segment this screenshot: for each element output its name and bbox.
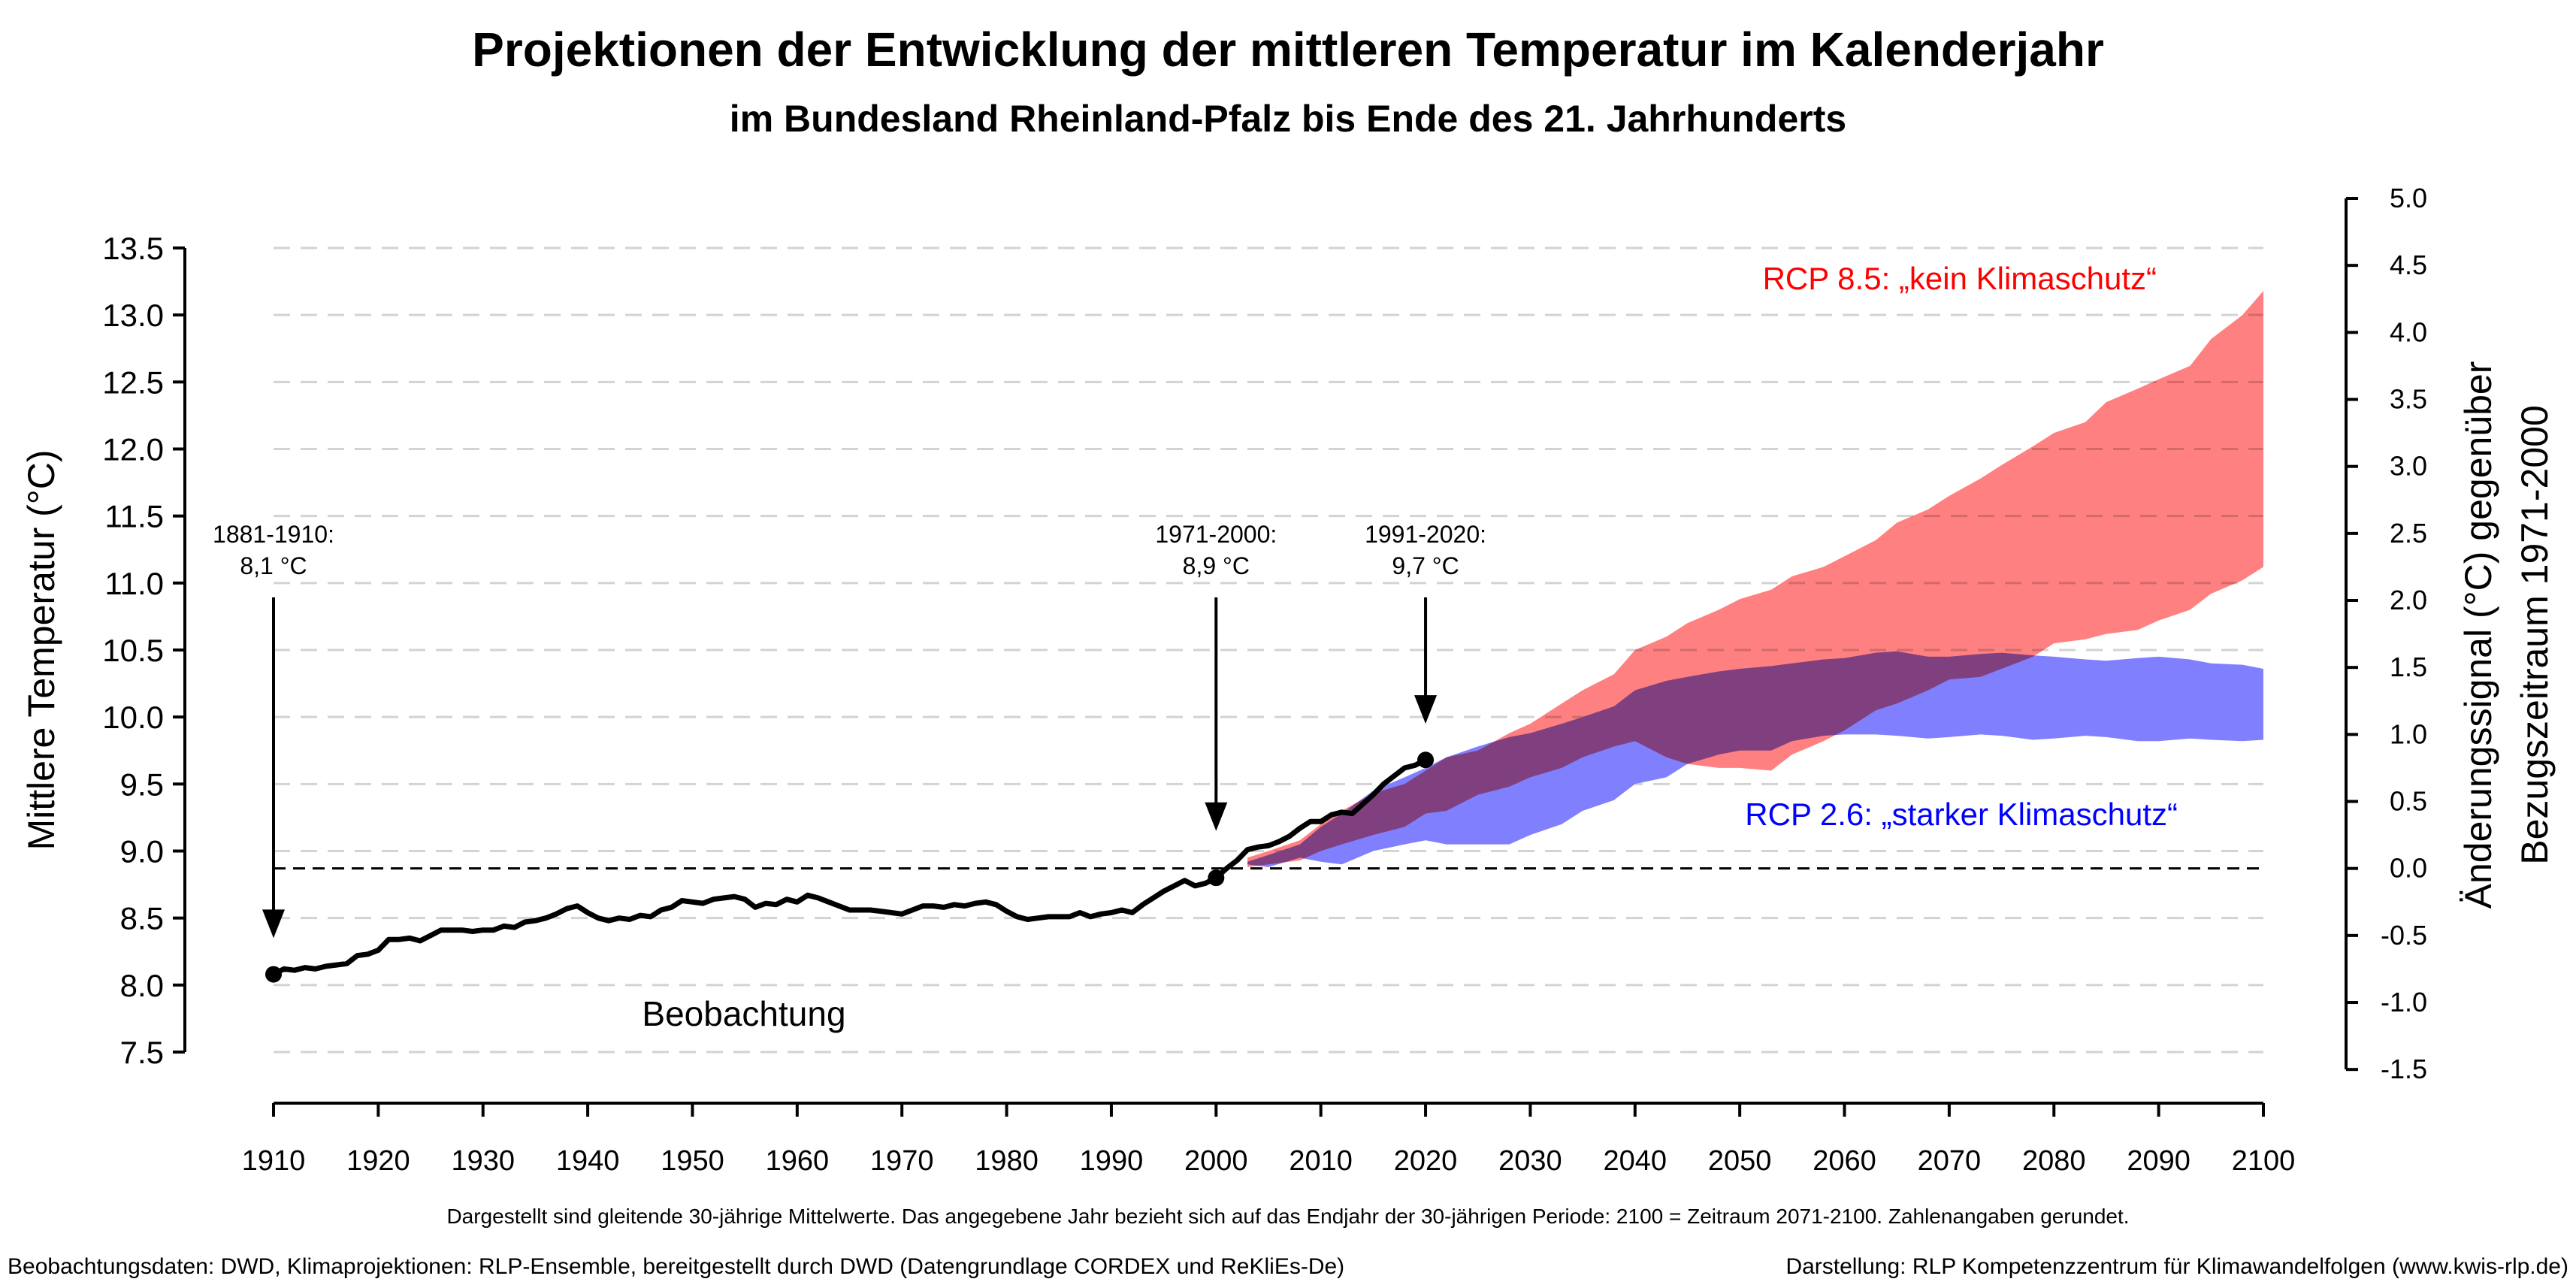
observation-series [265,751,1435,983]
y-tick-label-right: -1.5 [2381,1054,2427,1084]
annotation-period: 1881-1910: [213,521,334,548]
y-tick-label-right: 1.5 [2390,652,2427,682]
source-left: Beobachtungsdaten: DWD, Klimaprojektione… [8,1254,1344,1279]
x-tick-label: 1970 [870,1145,934,1177]
x-tick-label: 2010 [1289,1145,1353,1177]
annotation-period: 1991-2020: [1365,521,1486,548]
x-tick-label: 1980 [975,1145,1039,1177]
y-tick-label-left: 13.5 [102,231,164,266]
x-tick-label: 1990 [1080,1145,1144,1177]
y-axis-right-label-line1: Änderungssignal (°C) gegenüber [2457,361,2499,909]
y-tick-label-left: 9.5 [120,766,164,802]
y-tick-label-left: 9.0 [120,834,164,869]
x-tick-label: 1920 [346,1145,410,1177]
annotations: 1881-1910: 8,1 °C 1971-2000: 8,9 °C 1991-202… [213,521,1486,939]
x-tick-label: 2030 [1498,1145,1562,1177]
x-tick-label: 1950 [661,1145,724,1177]
x-tick-label: 1960 [766,1145,830,1177]
observation-line [272,757,1427,977]
axes: 7.5 8.0 8.5 9.0 9.5 10.0 10.5 11.0 11.5 12.0 12.5 1… [102,183,2427,1177]
chart-subtitle: im Bundesland Rheinland-Pfalz bis Ende d… [730,98,1846,140]
y-tick-label-right: 2.0 [2390,585,2427,615]
x-tick-label: 2000 [1184,1145,1248,1177]
x-tick-label: 2070 [1918,1145,1982,1177]
y-tick-label-right: 3.0 [2390,451,2427,482]
y-tick-label-left: 13.0 [102,298,164,333]
chart-title: Projektionen der Entwicklung der mittler… [472,23,2104,77]
y-tick-label-right: 0.0 [2390,853,2427,884]
footnote: Dargestellt sind gleitende 30-jährige Mi… [446,1205,2129,1228]
label-observation: Beobachtung [642,994,845,1033]
projection-bands [1247,291,2263,867]
y-tick-label-right: 4.5 [2390,249,2427,280]
observation-point-2000 [1208,869,1225,887]
annotation-arrow-head [1205,802,1228,831]
y-axis-right-label-line2: Bezugszeitraum 1971-2000 [2514,405,2556,865]
x-tick-label: 2050 [1708,1145,1772,1177]
y-tick-label-left: 7.5 [120,1035,164,1070]
y-tick-label-left: 12.5 [102,364,164,400]
y-axis-label: Mittlere Temperatur (°C) [20,449,62,850]
y-tick-label-left: 11.5 [104,499,164,534]
y-tick-label-left: 8.0 [120,968,164,1003]
y-tick-label-right: 5.0 [2390,183,2427,213]
annotation-arrow-head [1414,695,1438,724]
band-rcp85 [1247,291,2263,867]
annotation-value: 9,7 °C [1392,552,1459,579]
y-tick-label-left: 8.5 [120,901,164,936]
y-tick-label-right: 4.0 [2390,316,2427,347]
x-tick-label: 1940 [556,1145,620,1177]
y-tick-label-left: 10.5 [102,633,164,668]
y-tick-label-right: -0.5 [2381,920,2427,951]
x-tick-label: 2020 [1394,1145,1458,1177]
annotation-value: 8,9 °C [1183,552,1250,579]
x-tick-label: 2060 [1813,1145,1876,1177]
y-tick-label-left: 10.0 [102,700,164,735]
x-tick-label: 1910 [242,1145,306,1177]
x-tick-label: 1930 [451,1145,515,1177]
y-tick-label-right: 1.0 [2390,718,2427,749]
x-tick-label: 2040 [1604,1145,1667,1177]
observation-point-2020 [1417,751,1435,769]
annotation-period: 1971-2000: [1155,521,1277,548]
annotation-arrow-head [262,909,285,939]
y-tick-label-left: 11.0 [104,566,164,601]
x-tick-label: 2100 [2232,1145,2296,1177]
x-tick-label: 2090 [2127,1145,2191,1177]
label-rcp26: RCP 2.6: „starker Klimaschutz“ [1745,797,2178,832]
y-tick-label-right: -1.0 [2381,987,2427,1017]
band-rcp26 [1247,651,2263,867]
annotation-value: 8,1 °C [240,552,307,579]
label-rcp85: RCP 8.5: „kein Klimaschutz“ [1763,261,2157,296]
y-tick-label-left: 12.0 [102,432,164,467]
observation-point-1910 [265,966,282,983]
x-tick-label: 2080 [2022,1145,2086,1177]
y-tick-label-right: 3.5 [2390,384,2427,415]
source-right: Darstellung: RLP Kompetenzzentrum für Kl… [1785,1254,2568,1279]
y-tick-label-right: 0.5 [2390,786,2427,817]
y-tick-label-right: 2.5 [2390,518,2427,549]
